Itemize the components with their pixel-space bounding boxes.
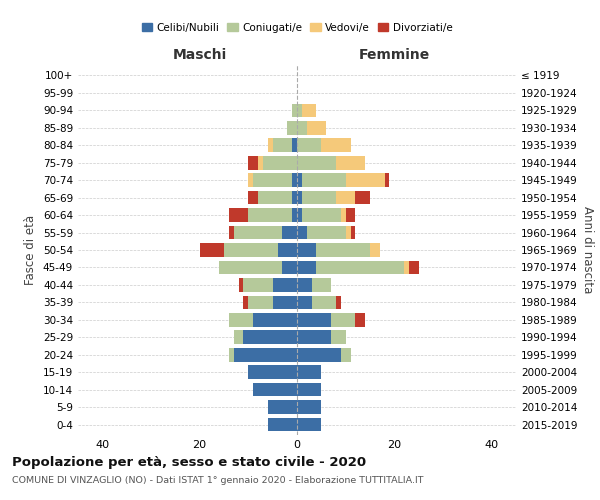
Bar: [287, 121, 297, 134]
Bar: [370, 243, 380, 257]
Bar: [244, 330, 297, 344]
Bar: [292, 174, 297, 187]
Bar: [234, 348, 297, 362]
Bar: [302, 174, 346, 187]
Bar: [268, 400, 297, 414]
Bar: [248, 296, 272, 309]
Bar: [336, 156, 365, 170]
Bar: [297, 208, 302, 222]
Bar: [297, 330, 331, 344]
Bar: [311, 296, 336, 309]
Text: Maschi: Maschi: [173, 48, 227, 62]
Bar: [292, 208, 297, 222]
Bar: [253, 313, 297, 326]
Bar: [355, 313, 365, 326]
Bar: [268, 418, 297, 432]
Bar: [311, 278, 331, 291]
Bar: [272, 278, 297, 291]
Bar: [355, 191, 370, 204]
Bar: [404, 260, 409, 274]
Bar: [248, 191, 258, 204]
Bar: [297, 278, 311, 291]
Bar: [331, 313, 355, 326]
Bar: [219, 260, 283, 274]
Bar: [297, 226, 307, 239]
Bar: [297, 348, 341, 362]
Bar: [272, 296, 297, 309]
Bar: [341, 208, 346, 222]
Bar: [322, 138, 350, 152]
Bar: [292, 104, 297, 117]
Bar: [346, 208, 355, 222]
Bar: [297, 418, 322, 432]
Bar: [331, 330, 346, 344]
Bar: [244, 278, 272, 291]
Bar: [229, 208, 248, 222]
Bar: [336, 296, 341, 309]
Bar: [302, 208, 341, 222]
Bar: [283, 226, 297, 239]
Bar: [248, 208, 292, 222]
Bar: [258, 156, 263, 170]
Bar: [272, 138, 292, 152]
Bar: [278, 243, 297, 257]
Bar: [297, 260, 316, 274]
Bar: [385, 174, 389, 187]
Bar: [409, 260, 419, 274]
Bar: [248, 366, 297, 379]
Bar: [239, 278, 244, 291]
Bar: [297, 313, 331, 326]
Y-axis label: Fasce di età: Fasce di età: [25, 215, 37, 285]
Bar: [316, 243, 370, 257]
Bar: [248, 174, 253, 187]
Bar: [234, 226, 283, 239]
Bar: [258, 191, 292, 204]
Bar: [248, 156, 258, 170]
Y-axis label: Anni di nascita: Anni di nascita: [581, 206, 594, 294]
Bar: [253, 174, 292, 187]
Bar: [297, 243, 316, 257]
Text: COMUNE DI VINZAGLIO (NO) - Dati ISTAT 1° gennaio 2020 - Elaborazione TUTTITALIA.: COMUNE DI VINZAGLIO (NO) - Dati ISTAT 1°…: [12, 476, 424, 485]
Bar: [297, 121, 307, 134]
Bar: [350, 226, 355, 239]
Bar: [297, 191, 302, 204]
Bar: [297, 383, 322, 396]
Bar: [292, 191, 297, 204]
Bar: [336, 191, 355, 204]
Bar: [297, 156, 336, 170]
Bar: [253, 383, 297, 396]
Text: Popolazione per età, sesso e stato civile - 2020: Popolazione per età, sesso e stato civil…: [12, 456, 366, 469]
Bar: [346, 226, 350, 239]
Bar: [302, 191, 336, 204]
Bar: [316, 260, 404, 274]
Bar: [234, 330, 244, 344]
Bar: [229, 313, 253, 326]
Bar: [200, 243, 224, 257]
Bar: [346, 174, 385, 187]
Bar: [307, 226, 346, 239]
Bar: [229, 226, 234, 239]
Bar: [244, 296, 248, 309]
Text: Femmine: Femmine: [359, 48, 430, 62]
Bar: [297, 400, 322, 414]
Bar: [268, 138, 272, 152]
Bar: [224, 243, 278, 257]
Bar: [297, 174, 302, 187]
Bar: [297, 296, 311, 309]
Bar: [292, 138, 297, 152]
Bar: [302, 104, 316, 117]
Bar: [283, 260, 297, 274]
Bar: [263, 156, 297, 170]
Bar: [297, 366, 322, 379]
Bar: [341, 348, 350, 362]
Bar: [297, 138, 322, 152]
Bar: [297, 104, 302, 117]
Bar: [229, 348, 234, 362]
Legend: Celibi/Nubili, Coniugati/e, Vedovi/e, Divorziati/e: Celibi/Nubili, Coniugati/e, Vedovi/e, Di…: [137, 18, 457, 36]
Bar: [307, 121, 326, 134]
